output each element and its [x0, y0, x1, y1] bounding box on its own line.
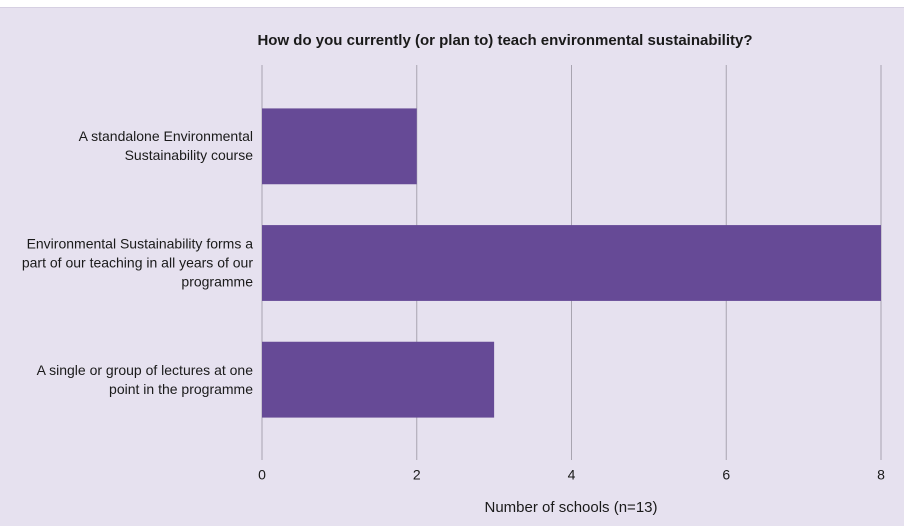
top-strip — [0, 0, 904, 8]
x-tick-label: 6 — [722, 467, 730, 483]
x-tick-label: 0 — [258, 467, 266, 483]
x-tick-label: 2 — [413, 467, 421, 483]
x-axis-label: Number of schools (n=13) — [485, 499, 658, 516]
x-tick-label: 4 — [568, 467, 576, 483]
bar — [262, 225, 881, 301]
y-tick-label: Environmental Sustainability forms a par… — [21, 235, 253, 290]
y-tick-label: A single or group of lectures at one poi… — [36, 361, 253, 397]
x-tick-label: 8 — [877, 467, 885, 483]
y-tick-label: A standalone Environmental Sustainabilit… — [78, 128, 253, 164]
chart-title: How do you currently (or plan to) teach … — [257, 32, 752, 49]
bar — [262, 341, 495, 418]
bar — [262, 108, 417, 185]
